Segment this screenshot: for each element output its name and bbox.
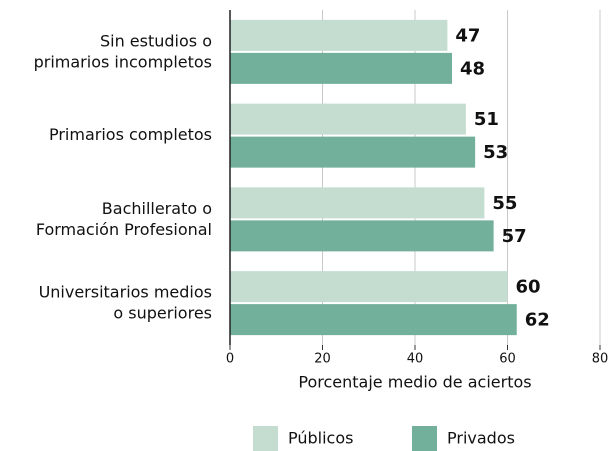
x-tick-label: 0 — [226, 352, 234, 367]
value-label: 53 — [483, 142, 508, 163]
x-tick-label: 80 — [592, 352, 609, 367]
bar — [230, 52, 452, 84]
value-label: 62 — [525, 310, 550, 331]
bar — [230, 271, 508, 303]
value-label: 48 — [460, 58, 485, 79]
bar — [230, 19, 448, 51]
bar — [230, 304, 517, 336]
x-tick-label: 20 — [314, 352, 331, 367]
legend-label: Privados — [447, 429, 515, 448]
legend-label: Públicos — [288, 429, 353, 448]
x-tick-label: 40 — [407, 352, 424, 367]
bar — [230, 187, 485, 219]
value-label: 57 — [502, 226, 527, 247]
legend-swatch — [253, 426, 278, 451]
value-label: 55 — [492, 193, 517, 214]
value-label: 47 — [455, 25, 480, 46]
y-tick-label: Primarios completos — [49, 125, 212, 144]
y-tick-label: Sin estudios o primarios incompletos — [34, 31, 212, 71]
x-axis-label: Porcentaje medio de aciertos — [298, 373, 531, 392]
bar — [230, 220, 494, 252]
y-tick-label: Bachillerato o Formación Profesional — [36, 198, 212, 238]
value-label: 60 — [516, 277, 541, 298]
x-tick-label: 60 — [499, 352, 516, 367]
bar — [230, 103, 466, 135]
y-tick-label: Universitarios medios o superiores — [39, 282, 212, 322]
legend-swatch — [412, 426, 437, 451]
bar — [230, 136, 476, 168]
value-label: 51 — [474, 109, 499, 130]
